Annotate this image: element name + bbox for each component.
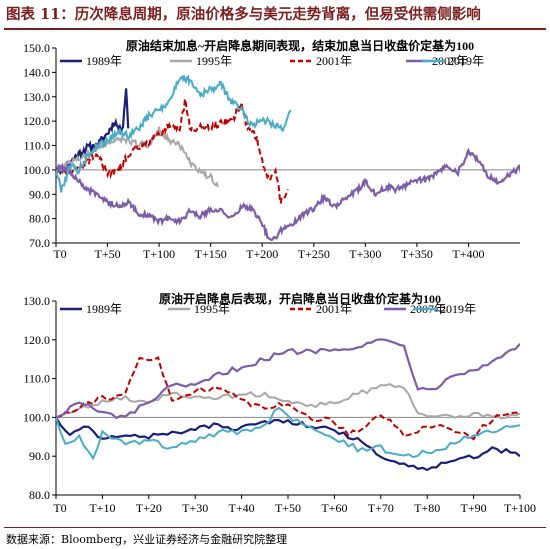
legend-label-1989: 1989年 xyxy=(86,54,122,68)
x-tick-label: T+60 xyxy=(321,501,347,515)
x-tick-label: T+30 xyxy=(182,501,208,515)
legend-label-2001: 2001年 xyxy=(316,302,352,316)
chart-title: 原油开启降息后表现，开启降息当日收盘价定基为100 xyxy=(159,291,441,306)
title-divider xyxy=(4,28,546,30)
x-tick-label: T0 xyxy=(53,247,66,261)
legend-label-1995: 1995年 xyxy=(194,302,230,316)
y-tick-label: 100.0 xyxy=(23,410,50,424)
x-tick-label: T+70 xyxy=(368,501,394,515)
series-1995-line xyxy=(56,383,520,420)
legend-label-2001: 2001年 xyxy=(316,54,352,68)
x-tick-label: T0 xyxy=(53,501,66,515)
y-tick-label: 100.0 xyxy=(23,163,50,177)
series-2007-line xyxy=(56,147,520,242)
y-tick-label: 130.0 xyxy=(23,294,50,308)
x-tick-label: T+200 xyxy=(246,247,278,261)
x-tick-label: T+40 xyxy=(229,501,255,515)
x-tick-label: T+10 xyxy=(89,501,115,515)
series-1995-line xyxy=(56,126,219,188)
y-tick-label: 110.0 xyxy=(23,372,50,386)
y-tick-label: 90.0 xyxy=(29,449,50,463)
y-tick-label: 120.0 xyxy=(23,114,50,128)
x-tick-label: T+90 xyxy=(461,501,487,515)
chart-rate-cut-start: 80.0 90.0 100.0 110.0 120.0 130.0 T0 T+10 T+20 T+… xyxy=(23,291,536,515)
series-2001-line xyxy=(56,98,289,204)
legend-label-1995: 1995年 xyxy=(196,54,232,68)
series-2007-line xyxy=(56,338,520,420)
legend-label-2019: 2019年 xyxy=(448,54,484,68)
x-tick-label: T+300 xyxy=(349,247,381,261)
series-2001-line xyxy=(56,356,520,441)
figure-title: 图表 11：历次降息周期，原油价格多与美元走势背离，但易受供需侧影响 xyxy=(6,6,481,23)
x-tick-label: T+400 xyxy=(452,247,484,261)
chart-title: 原油结束加息~开启降息期间表现，结束加息当日收盘价定基为100 xyxy=(126,38,474,53)
x-tick-label: T+100 xyxy=(143,247,175,261)
y-tick-label: 90.0 xyxy=(29,187,50,201)
y-tick-label: 140.0 xyxy=(23,65,50,79)
x-tick-label: T+50 xyxy=(95,247,121,261)
x-tick-label: T+20 xyxy=(136,501,162,515)
y-tick-label: 80.0 xyxy=(29,212,50,226)
x-tick-label: T+80 xyxy=(414,501,440,515)
legend-label-2019: 2019年 xyxy=(440,302,476,316)
x-tick-label: T+250 xyxy=(298,247,330,261)
source-note: 数据来源：Bloomberg，兴业证券经济与金融研究院整理 xyxy=(6,533,288,546)
chart-rate-hike-end: 70.0 80.0 90.0 100.0 110.0 120.0 130.0 140.0 150… xyxy=(23,38,520,261)
x-tick-label: T+100 xyxy=(504,501,536,515)
series-1989-line xyxy=(56,416,520,472)
series-2019-line xyxy=(56,74,292,193)
y-tick-label: 80.0 xyxy=(29,488,50,502)
x-tick-label: T+50 xyxy=(275,501,301,515)
y-tick-label: 130.0 xyxy=(23,90,50,104)
y-tick-label: 110.0 xyxy=(23,139,50,153)
legend-label-2007: 2007年 xyxy=(432,54,468,68)
x-tick-label: T+350 xyxy=(401,247,433,261)
y-tick-label: 150.0 xyxy=(23,41,50,55)
y-tick-label: 120.0 xyxy=(23,333,50,347)
legend-label-1989: 1989年 xyxy=(86,302,122,316)
y-tick-label: 70.0 xyxy=(29,236,50,250)
x-tick-label: T+150 xyxy=(195,247,227,261)
footer-divider xyxy=(4,527,546,528)
series-2019-line xyxy=(56,406,520,461)
